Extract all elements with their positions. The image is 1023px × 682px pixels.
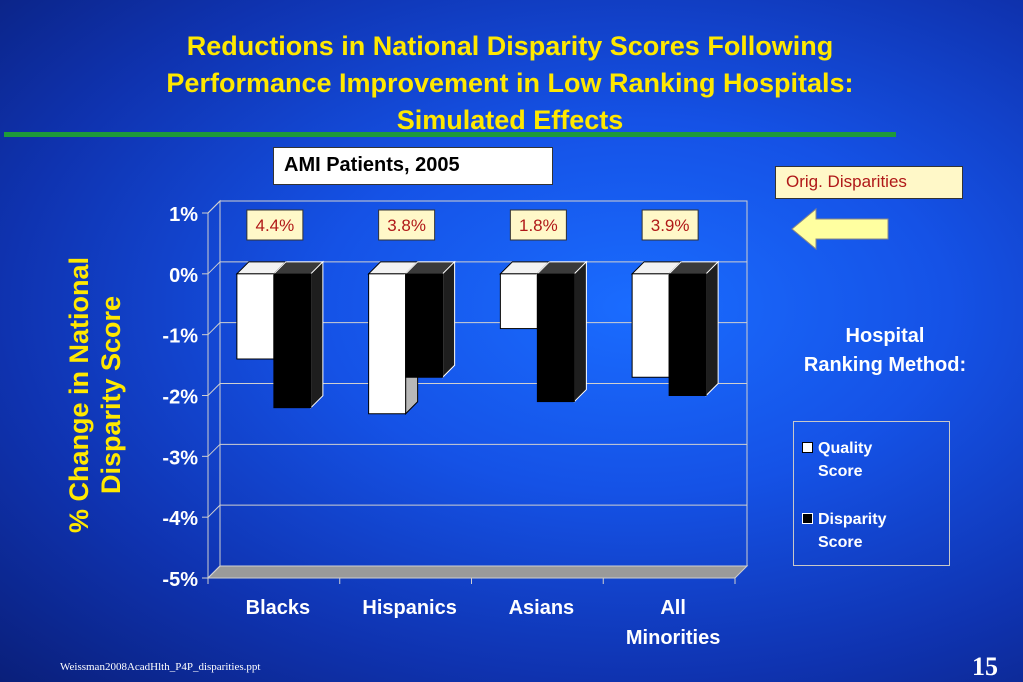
orig-disparity-box [246,209,304,241]
legend-label-disparity-1: Disparity [818,511,887,528]
legend-label-quality-1: Quality [818,440,873,457]
y-tick-label: -4% [162,508,198,530]
bar-side [705,260,719,397]
x-tick-label: Hispanics [362,597,456,619]
y-tick-label: -5% [162,569,198,591]
legend-label-quality-2: Score [818,463,863,480]
page-number: 15 [972,652,998,681]
orig-disparity-box [509,209,567,241]
footer-filename: Weissman2008AcadHlth_P4P_disparities.ppt [60,661,261,673]
legend-title-line-1: Hospital [845,325,925,347]
bar-side [442,260,456,379]
x-tick-label: Blacks [246,597,311,619]
bar-side [310,260,324,409]
y-tick-label: 1% [169,204,198,226]
orig-disparity-box [641,209,699,241]
gridline [207,565,747,579]
legend-swatch-disparity [802,513,813,524]
legend-label-disparity-2: Score [818,534,863,551]
title-line-2: Performance Improvement in Low Ranking H… [166,68,854,98]
bar [236,273,275,360]
slide-title: Reductions in National Disparity Scores … [60,28,960,139]
y-tick-label: -2% [162,387,198,409]
left-arrow-icon [791,207,889,251]
bar [499,273,538,330]
y-tick-label: 0% [169,265,198,287]
orig-disparity-box [378,209,436,241]
bar [273,273,312,409]
title-line-3: Simulated Effects [396,105,624,135]
orig-disparity-label: 3.8% [387,216,426,235]
legend-swatch-quality [802,442,813,453]
legend: Quality Score Disparity Score [793,421,950,566]
legend-item-quality: Quality Score [802,437,873,483]
bar [631,273,670,378]
x-tick-label: All [660,597,686,619]
bar [668,273,707,397]
legend-title: Hospital Ranking Method: [770,322,1000,380]
bar-side [573,260,587,403]
x-tick-label-line-2: Minorities [626,627,720,649]
orig-disparities-box: Orig. Disparities [775,166,963,199]
x-tick-label: Asians [509,597,575,619]
title-divider [4,132,896,137]
gridline [207,504,747,518]
gridline [207,200,747,214]
orig-disparity-label: 3.9% [651,216,690,235]
legend-item-disparity: Disparity Score [802,508,887,554]
legend-title-line-2: Ranking Method: [803,354,967,376]
orig-disparity-label: 1.8% [519,216,558,235]
title-line-1: Reductions in National Disparity Scores … [186,31,834,61]
bar [405,273,444,378]
gridline [207,443,747,457]
bar [368,273,407,415]
bar [536,273,575,403]
y-tick-label: -3% [162,447,198,469]
y-tick-label: -1% [162,326,198,348]
subtitle-box: AMI Patients, 2005 [273,147,553,185]
plot-floor [206,565,749,579]
orig-disparity-label: 4.4% [256,216,295,235]
